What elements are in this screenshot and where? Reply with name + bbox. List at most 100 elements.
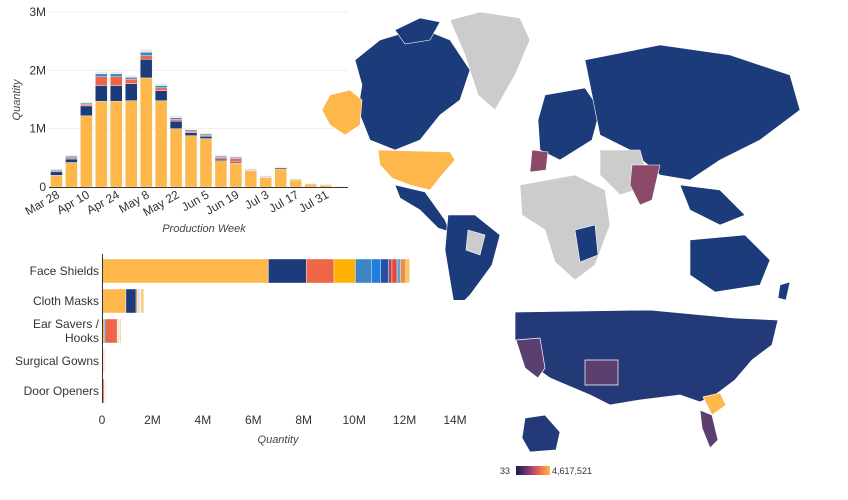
week-bar-segment[interactable] [229,158,243,163]
week-bar-segment[interactable] [184,135,198,188]
alaska-region[interactable] [321,89,363,136]
week-bar-segment[interactable] [50,168,63,170]
week-bar-segment[interactable] [110,76,123,86]
product-stacked-bars[interactable] [101,258,410,404]
week-bar-segment[interactable] [95,71,108,75]
week-bar-segment[interactable] [214,157,228,160]
week-bar-segment[interactable] [334,185,347,187]
us-state-choropleth-map[interactable] [490,296,848,466]
south-carolina-state[interactable] [702,392,727,416]
week-bar-segment[interactable] [139,77,153,188]
south-america-region[interactable] [444,214,501,300]
week-bar-segment[interactable] [274,165,287,167]
week-bar-segment[interactable] [139,49,153,53]
week-bar-segment[interactable] [169,120,183,129]
week-bar-segment[interactable] [244,168,258,170]
week-bar-segment[interactable] [184,128,198,131]
week-bar-segment[interactable] [80,115,93,188]
week-bar-segment[interactable] [169,117,183,120]
week-bar-segment[interactable] [289,178,302,180]
week-bar-segment[interactable] [154,100,168,188]
week-bar-segment[interactable] [80,101,93,104]
world-choropleth-map[interactable] [300,0,848,300]
product-bar-segment[interactable] [119,318,122,344]
canada-arctic-islands[interactable] [394,17,441,45]
week-bar-segment[interactable] [110,85,123,102]
product-bar-segment[interactable] [101,258,269,284]
week-bar-segment[interactable] [214,154,228,157]
greenland-region[interactable] [449,11,531,111]
new-zealand-region[interactable] [777,281,791,300]
week-bar-segment[interactable] [229,155,243,158]
week-bar-segment[interactable] [139,55,153,60]
week-bar-segment[interactable] [50,175,63,188]
week-bar-segment[interactable] [229,162,243,188]
product-bar-segment[interactable] [140,288,144,314]
california-state[interactable] [515,337,546,379]
week-bar-segment[interactable] [80,105,93,117]
week-bar-segment[interactable] [154,85,168,89]
week-bar-segment[interactable] [50,171,63,176]
africa-region[interactable] [519,174,611,281]
week-bar-segment[interactable] [259,177,272,188]
week-bar-segment[interactable] [154,87,168,91]
usa-region[interactable] [377,149,456,191]
week-bar-segment[interactable] [125,77,138,80]
week-bar-segment[interactable] [169,128,183,188]
us-mainland[interactable] [514,309,779,406]
week-bar-segment[interactable] [65,162,78,188]
week-bar-segment[interactable] [169,119,183,122]
week-bar-segment[interactable] [80,103,93,107]
alaska-state[interactable] [521,414,561,453]
australia-region[interactable] [689,234,771,293]
week-bar-segment[interactable] [154,90,168,101]
south-america-unknown[interactable] [465,229,486,256]
product-bar-segment[interactable] [105,318,118,344]
week-bar-segment[interactable] [214,160,228,188]
week-bar-segment[interactable] [154,83,168,86]
product-bar-segment[interactable] [125,288,137,314]
week-bar-segment[interactable] [139,52,153,56]
week-bar-segment[interactable] [110,71,123,75]
colorado-state[interactable] [584,359,619,386]
week-bar-segment[interactable] [125,78,138,84]
week-bar-segment[interactable] [199,136,213,139]
week-bar-segment[interactable] [95,101,108,188]
russia-asia-region[interactable] [584,44,801,181]
week-bar-segment[interactable] [169,115,183,118]
mexico-central-america-region[interactable] [394,184,451,233]
product-bar-segment[interactable] [105,378,107,404]
iberia-region[interactable] [529,149,549,173]
week-bar-segment[interactable] [274,168,287,188]
week-bar-segment[interactable] [65,158,78,163]
week-bar-segment[interactable] [319,183,332,185]
product-bar-segment[interactable] [104,348,106,374]
week-bar-segment[interactable] [199,138,213,188]
florida-state[interactable] [699,409,719,449]
week-bar-segment[interactable] [95,85,108,102]
week-bar-segment[interactable] [125,83,138,101]
africa-east-region[interactable] [574,224,599,263]
week-bar-segment[interactable] [65,155,78,159]
week-bar-segment[interactable] [184,130,198,133]
product-bar-segment[interactable] [268,258,307,284]
week-bar-segment[interactable] [95,73,108,77]
week-bar-segment[interactable] [244,170,258,188]
week-bar-segment[interactable] [304,182,317,184]
week-bar-segment[interactable] [65,154,78,157]
week-bar-segment[interactable] [259,175,272,177]
week-bar-segment[interactable] [125,75,138,78]
week-bar-segment[interactable] [199,132,213,135]
southeast-asia-region[interactable] [679,184,746,226]
product-bar-segment[interactable] [101,288,127,314]
product-bar-segment[interactable] [306,258,335,284]
week-bar-segment[interactable] [110,101,123,188]
week-bar-segment[interactable] [95,76,108,86]
week-bar-segment[interactable] [125,100,138,188]
europe-region[interactable] [537,87,601,161]
week-bar-segment[interactable] [139,59,153,79]
india-region[interactable] [629,164,661,206]
week-bar-segment[interactable] [184,132,198,136]
north-america-region[interactable] [354,27,471,151]
week-bar-segment[interactable] [214,158,228,161]
